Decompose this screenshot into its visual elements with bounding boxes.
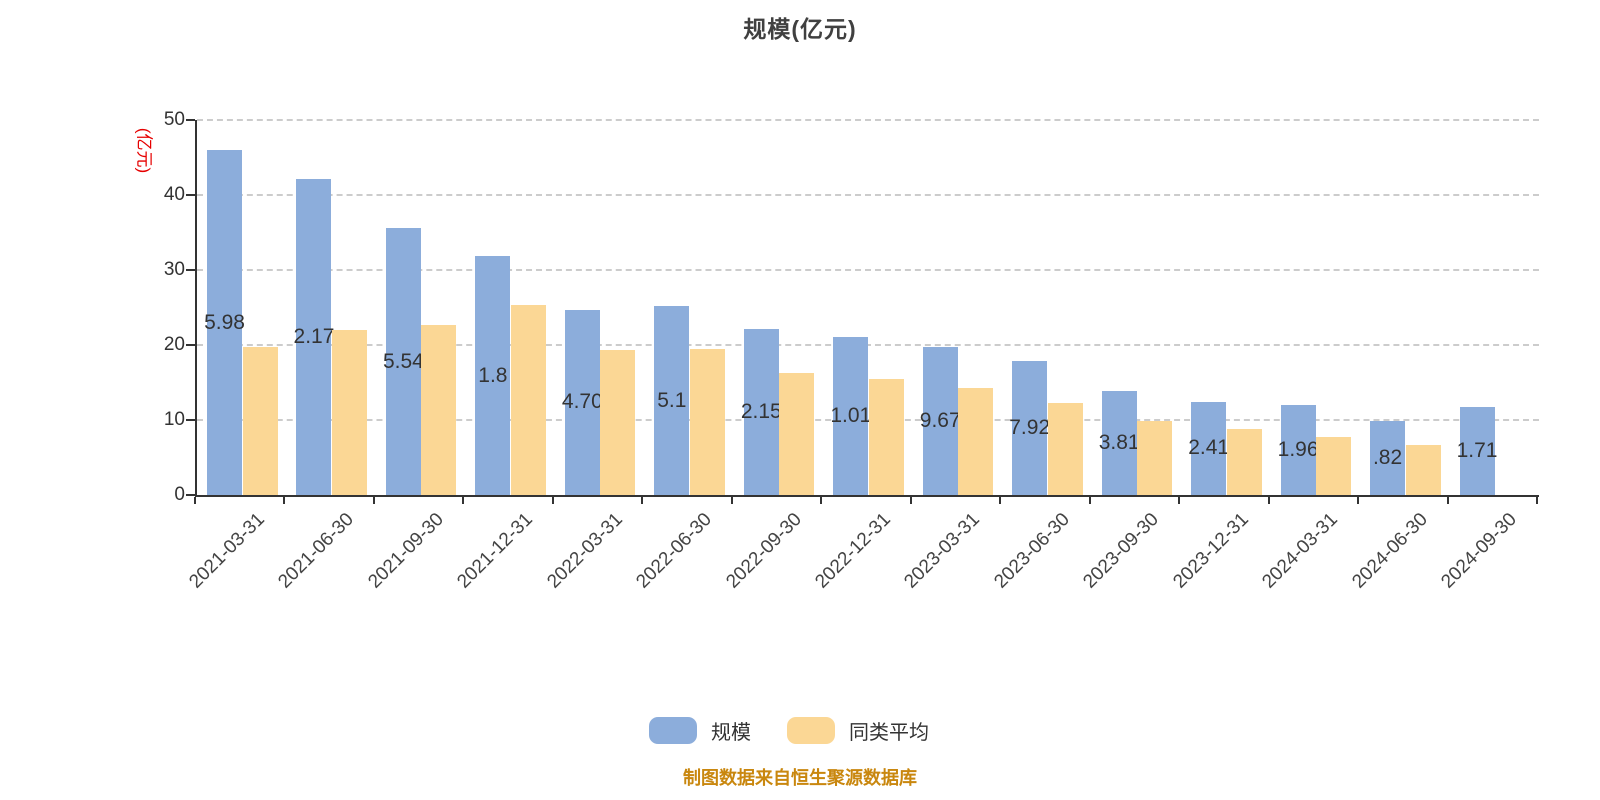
peer-average-bar[interactable] <box>1137 420 1173 495</box>
scale-bar[interactable] <box>1459 407 1495 495</box>
x-axis-label: 2023-03-31 <box>900 509 985 593</box>
bar-value-label: 2.17 <box>293 324 335 348</box>
y-axis-tick <box>186 119 195 121</box>
scale-bar[interactable] <box>1012 360 1048 495</box>
bar-value-label: 2.41 <box>1188 436 1230 460</box>
x-axis-tick <box>194 497 196 504</box>
scale-bar[interactable] <box>296 178 332 495</box>
scale-bar[interactable] <box>1101 391 1137 495</box>
peer-average-bar[interactable] <box>331 330 367 495</box>
x-axis-tick <box>1178 497 1181 504</box>
bar-value-label: 5.98 <box>204 310 245 334</box>
y-axis-tick <box>186 419 195 421</box>
x-axis-label: 2023-12-31 <box>1169 509 1253 593</box>
x-axis-label: 2024-06-30 <box>1348 509 1432 593</box>
x-axis-tick <box>462 497 465 504</box>
bar-value-label: 2.15 <box>740 399 782 423</box>
x-axis-label: 2022-03-31 <box>542 509 627 593</box>
peer-average-bar[interactable] <box>510 305 546 495</box>
x-axis-tick <box>1357 497 1360 504</box>
bar-value-label: 3.81 <box>1098 431 1140 455</box>
gridline <box>197 119 1539 121</box>
legend: 规模 同类平均 <box>0 716 1600 745</box>
bar-value-label: 9.67 <box>919 409 961 433</box>
y-axis-tick-label: 0 <box>174 484 185 505</box>
x-axis-label: 2022-09-30 <box>721 509 806 593</box>
scale-bar[interactable] <box>564 309 600 495</box>
bar-value-label: 1.01 <box>830 404 872 428</box>
x-axis-label: 2021-12-31 <box>453 509 537 593</box>
x-axis-tick <box>1536 497 1538 504</box>
gridline <box>197 269 1539 271</box>
x-axis-label: 2023-09-30 <box>1079 509 1164 593</box>
legend-swatch-peer-average[interactable] <box>787 717 835 744</box>
x-axis-label: 2024-03-31 <box>1258 509 1343 593</box>
x-axis-tick <box>909 497 912 504</box>
bar-value-label: 1.71 <box>1456 439 1498 463</box>
y-axis-tick <box>186 494 195 496</box>
scale-bar[interactable] <box>743 328 779 495</box>
bar-value-label: .82 <box>1372 446 1403 470</box>
legend-label-scale[interactable]: 规模 <box>711 722 751 744</box>
scale-bar[interactable] <box>922 347 958 495</box>
x-axis-label: 2023-06-30 <box>990 509 1074 593</box>
peer-average-bar[interactable] <box>779 372 815 495</box>
y-axis-tick-label: 10 <box>163 409 185 430</box>
x-axis-tick <box>551 497 554 504</box>
peer-average-bar[interactable] <box>689 348 725 495</box>
scale-bar[interactable] <box>475 256 511 495</box>
x-axis-tick <box>1088 497 1091 504</box>
plot-area: 5.98 2.17 5.54 1.8 4.70 5.1 2.15 1.01 9.67 7.92 3.… <box>195 119 1539 497</box>
x-axis-tick <box>1446 497 1449 504</box>
peer-average-bar[interactable] <box>421 324 457 495</box>
y-axis-tick-label: 50 <box>163 109 185 130</box>
peer-average-bar[interactable] <box>600 350 636 495</box>
y-axis-tick <box>186 194 195 196</box>
y-axis-tick-label: 40 <box>163 184 185 205</box>
chart-title: 规模(亿元) <box>743 16 857 42</box>
y-axis-tick <box>186 269 195 271</box>
peer-average-bar[interactable] <box>868 378 904 495</box>
x-axis-tick <box>641 497 644 504</box>
y-axis-tick <box>186 344 195 346</box>
peer-average-bar[interactable] <box>958 387 994 495</box>
data-source-note: 制图数据来自恒生聚源数据库 <box>683 768 917 788</box>
scale-bar[interactable] <box>833 337 869 495</box>
gridline <box>197 194 1539 196</box>
peer-average-bar[interactable] <box>1405 444 1441 495</box>
peer-average-bar[interactable] <box>1316 437 1352 495</box>
bar-value-label: 1.8 <box>478 363 508 387</box>
x-axis-label: 2021-03-31 <box>184 509 269 593</box>
bar-value-label: 5.1 <box>657 388 687 412</box>
x-axis-tick <box>1267 497 1270 504</box>
x-axis-tick <box>372 497 375 504</box>
scale-bar[interactable] <box>1370 421 1406 495</box>
legend-label-peer-average[interactable]: 同类平均 <box>849 722 929 744</box>
x-axis-tick <box>730 497 733 504</box>
x-axis-label: 2021-06-30 <box>274 509 359 593</box>
scale-bar[interactable] <box>654 306 690 495</box>
x-axis-label: 2024-09-30 <box>1437 509 1522 593</box>
bar-value-label: 5.54 <box>382 349 424 373</box>
bar-value-label: 7.92 <box>1009 415 1051 439</box>
scale-bar[interactable] <box>385 228 421 495</box>
scale-bar[interactable] <box>1280 405 1316 495</box>
peer-average-bar[interactable] <box>1226 429 1262 495</box>
y-axis-tick-label: 30 <box>163 259 185 280</box>
x-axis-tick <box>283 497 286 504</box>
x-axis-tick <box>999 497 1002 504</box>
x-axis-label: 2022-12-31 <box>811 509 895 593</box>
scale-bar[interactable] <box>207 150 242 495</box>
bar-value-label: 1.96 <box>1277 438 1319 462</box>
x-axis-label: 2021-09-30 <box>363 509 448 593</box>
scale-bar[interactable] <box>1191 401 1227 495</box>
y-axis-tick-label: 20 <box>163 334 185 355</box>
legend-swatch-scale[interactable] <box>649 717 697 744</box>
bar-value-label: 4.70 <box>561 390 603 414</box>
peer-average-bar[interactable] <box>1047 402 1083 495</box>
x-axis-tick <box>820 497 823 504</box>
x-axis-label: 2022-06-30 <box>632 509 716 593</box>
peer-average-bar[interactable] <box>242 347 278 495</box>
